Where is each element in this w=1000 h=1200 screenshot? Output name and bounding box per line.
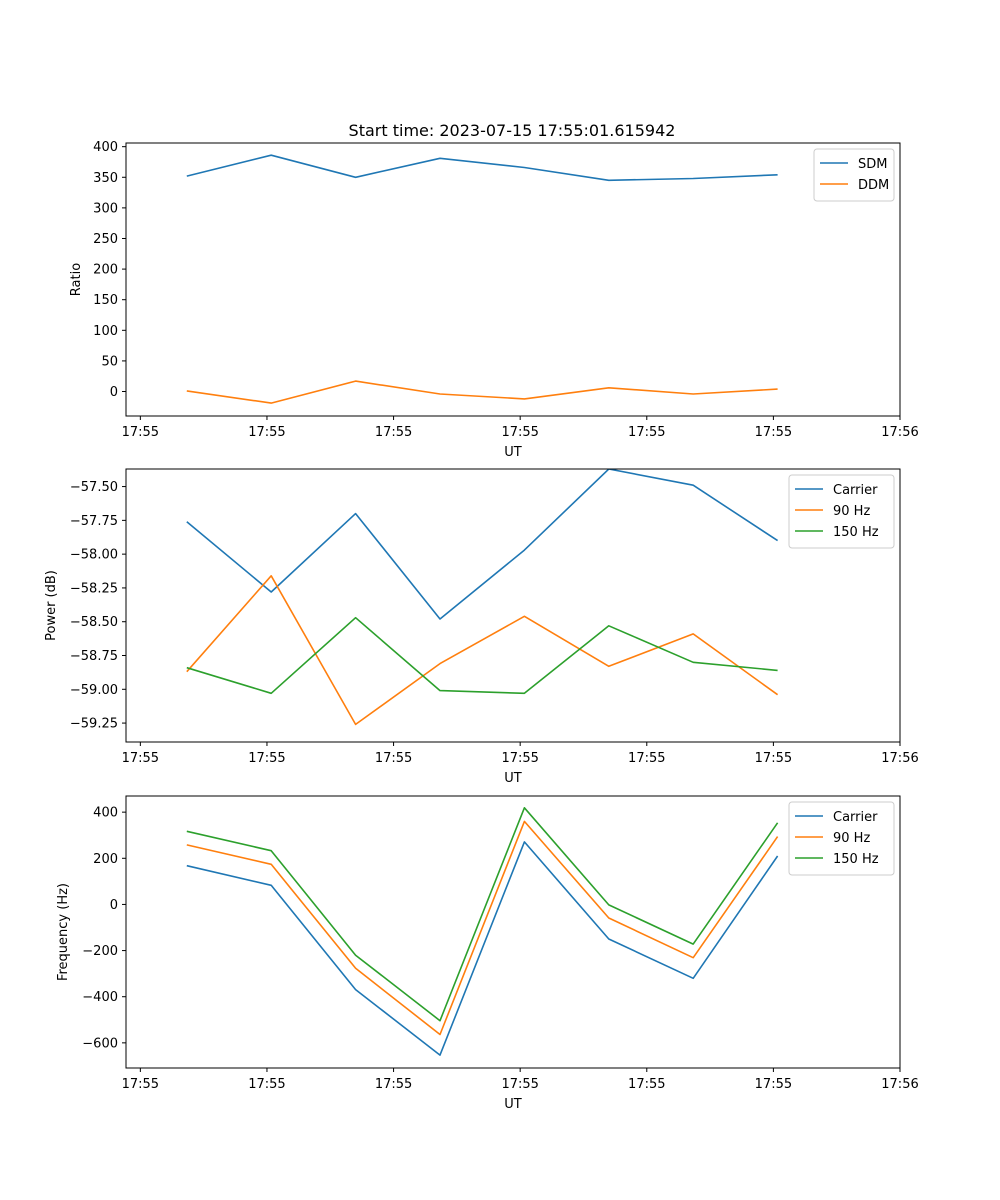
power-x-tick-label: 17:55: [755, 751, 792, 766]
frequency-series-line-150-hz: [186, 806, 779, 1022]
ratio-y-tick-label: 100: [93, 324, 118, 339]
frequency-x-tick-label: 17:55: [755, 1077, 792, 1092]
ratio-y-tick-label: 250: [93, 232, 118, 247]
frequency-y-tick-label: 400: [93, 806, 118, 821]
power-x-tick-label: 17:55: [248, 751, 285, 766]
power-chart-panel: 17:55 17:55 17:55 17:55 17:55 17:55 17:56 −59.2…: [44, 468, 919, 786]
power-x-tick-label: 17:55: [122, 751, 159, 766]
frequency-y-axis-label: Frequency (Hz): [56, 883, 71, 981]
power-axes-frame: [125, 468, 901, 743]
ratio-y-tick-label: 150: [93, 293, 118, 308]
figure-title: Start time: 2023-07-15 17:55:01.615942: [349, 121, 676, 140]
ratio-chart-panel: 17:55 17:55 17:55 17:55 17:55 17:55 17:56 0 50 10…: [69, 140, 919, 460]
ratio-series-line-ddm: [186, 380, 778, 404]
frequency-legend-label: 90 Hz: [833, 831, 870, 846]
frequency-x-axis-label: UT: [504, 1097, 522, 1112]
power-y-axis-label: Power (dB): [44, 570, 59, 641]
ratio-legend-box: [813, 148, 895, 202]
frequency-legend-label: 150 Hz: [833, 852, 879, 867]
power-y-tick-label: −57.75: [70, 514, 118, 529]
frequency-legend-label: Carrier: [833, 810, 878, 825]
ratio-series-line-sdm: [186, 154, 778, 182]
frequency-x-tick-label: 17:55: [375, 1077, 412, 1092]
power-x-tick-label: 17:55: [628, 751, 665, 766]
frequency-series-line-carrier: [186, 841, 779, 1056]
power-series-line-150-hz: [186, 616, 778, 695]
frequency-chart-panel: 17:55 17:55 17:55 17:55 17:55 17:55 17:56 −600 −…: [56, 795, 919, 1112]
frequency-y-tick-label: −600: [82, 1036, 118, 1051]
ratio-x-tick-label: 17:55: [628, 425, 665, 440]
power-x-tick-label: 17:55: [375, 751, 412, 766]
power-y-tick-label: −57.50: [70, 480, 118, 495]
power-x-tick-label: 17:55: [501, 751, 538, 766]
frequency-y-tick-label: 0: [110, 898, 118, 913]
frequency-x-tick-label: 17:56: [881, 1077, 918, 1092]
frequency-x-tick-label: 17:55: [248, 1077, 285, 1092]
ratio-axes-frame: [125, 142, 901, 417]
ratio-x-tick-label: 17:55: [755, 425, 792, 440]
power-x-axis-label: UT: [504, 771, 522, 786]
ratio-legend-label: DDM: [858, 178, 889, 193]
frequency-x-tick-label: 17:55: [628, 1077, 665, 1092]
frequency-x-tick-label: 17:55: [501, 1077, 538, 1092]
ratio-y-tick-label: 350: [93, 171, 118, 186]
frequency-y-tick-label: −400: [82, 990, 118, 1005]
power-legend-box: [788, 474, 895, 549]
ratio-y-tick-label: 200: [93, 263, 118, 278]
frequency-y-tick-label: 200: [93, 852, 118, 867]
ratio-y-axis-label: Ratio: [69, 263, 84, 296]
frequency-y-tick-label: −200: [82, 944, 118, 959]
frequency-x-tick-label: 17:55: [122, 1077, 159, 1092]
ratio-y-tick-label: 400: [93, 140, 118, 155]
power-legend-label: Carrier: [833, 483, 878, 498]
power-legend-label: 90 Hz: [833, 504, 870, 519]
ratio-x-tick-label: 17:55: [375, 425, 412, 440]
power-y-tick-label: −58.50: [70, 615, 118, 630]
ratio-y-tick-label: 300: [93, 201, 118, 216]
ratio-legend-label: SDM: [858, 157, 887, 172]
power-y-tick-label: −58.75: [70, 649, 118, 664]
power-x-tick-label: 17:56: [881, 751, 918, 766]
power-legend-label: 150 Hz: [833, 525, 879, 540]
ratio-x-tick-label: 17:56: [881, 425, 918, 440]
power-y-tick-label: −59.00: [70, 683, 118, 698]
ratio-y-tick-label: 0: [110, 385, 118, 400]
power-y-tick-label: −58.00: [70, 548, 118, 563]
power-y-tick-label: −58.25: [70, 581, 118, 596]
ratio-x-tick-label: 17:55: [501, 425, 538, 440]
ratio-y-tick-label: 50: [101, 354, 118, 369]
frequency-legend-box: [788, 801, 895, 876]
ratio-x-tick-label: 17:55: [248, 425, 285, 440]
frequency-axes-frame: [125, 795, 901, 1069]
ratio-x-axis-label: UT: [504, 445, 522, 460]
power-y-tick-label: −59.25: [70, 717, 118, 732]
power-series-line-carrier: [186, 469, 779, 620]
frequency-series-line-90-hz: [186, 820, 779, 1036]
power-series-line-90-hz: [186, 574, 779, 726]
ratio-x-tick-label: 17:55: [122, 425, 159, 440]
